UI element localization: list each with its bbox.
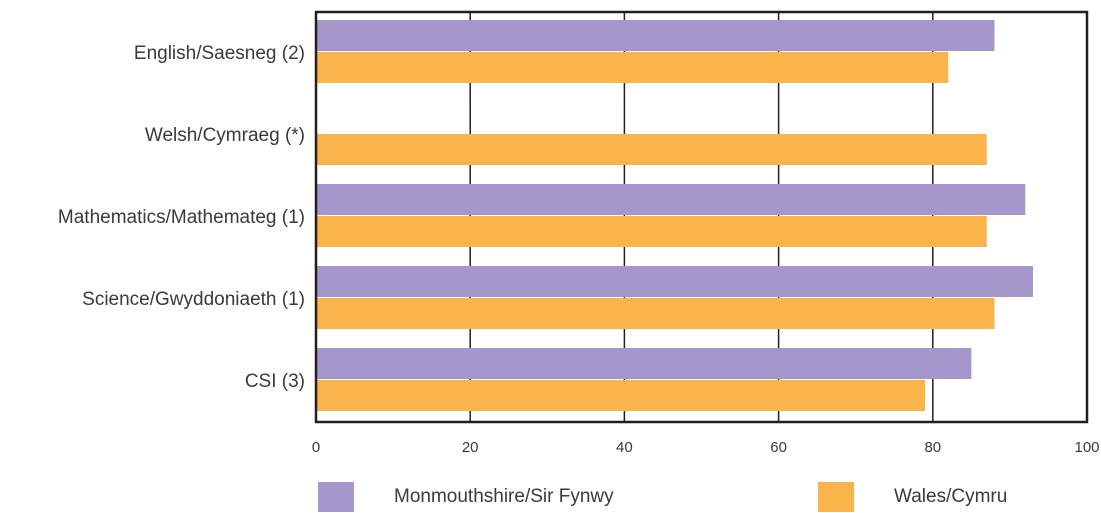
x-tick-label: 100 — [1074, 439, 1099, 456]
legend-item-monmouthshire: Monmouthshire/Sir Fynwy — [318, 482, 614, 512]
x-tick-label: 0 — [312, 439, 320, 456]
plot-frame — [314, 10, 1089, 424]
bars — [316, 20, 1034, 411]
category-label: Welsh/Cymraeg (*) — [145, 125, 305, 146]
category-label: Science/Gwyddoniaeth (1) — [82, 289, 305, 310]
bar-wales — [316, 216, 987, 247]
x-tick-label: 40 — [616, 439, 633, 456]
legend-item-wales: Wales/Cymru — [818, 482, 1007, 512]
bar-wales — [316, 52, 949, 83]
x-tick-label: 80 — [924, 439, 941, 456]
bar-monmouthshire — [316, 266, 1034, 297]
bar-wales — [316, 134, 987, 165]
bar-wales — [316, 298, 995, 329]
category-labels: English/Saesneg (2) Welsh/Cymraeg (*) Math… — [58, 43, 305, 392]
x-tick-labels: 0 20 40 60 80 100 — [312, 439, 1100, 456]
bar-wales — [316, 380, 926, 411]
legend-swatch-monmouthshire — [318, 482, 354, 512]
legend-swatch-wales — [818, 482, 854, 512]
category-label: English/Saesneg (2) — [134, 43, 305, 64]
category-label: CSI (3) — [245, 371, 305, 392]
legend-label-wales: Wales/Cymru — [894, 486, 1008, 507]
legend-label-monmouthshire: Monmouthshire/Sir Fynwy — [394, 486, 614, 507]
bar-monmouthshire — [316, 348, 972, 379]
category-label: Mathematics/Mathemateg (1) — [58, 207, 305, 228]
bar-chart: English/Saesneg (2) Welsh/Cymraeg (*) Math… — [58, 10, 1100, 456]
bar-monmouthshire — [316, 184, 1026, 215]
x-tick-label: 60 — [770, 439, 787, 456]
bar-monmouthshire — [316, 20, 995, 51]
x-tick-label: 20 — [462, 439, 479, 456]
